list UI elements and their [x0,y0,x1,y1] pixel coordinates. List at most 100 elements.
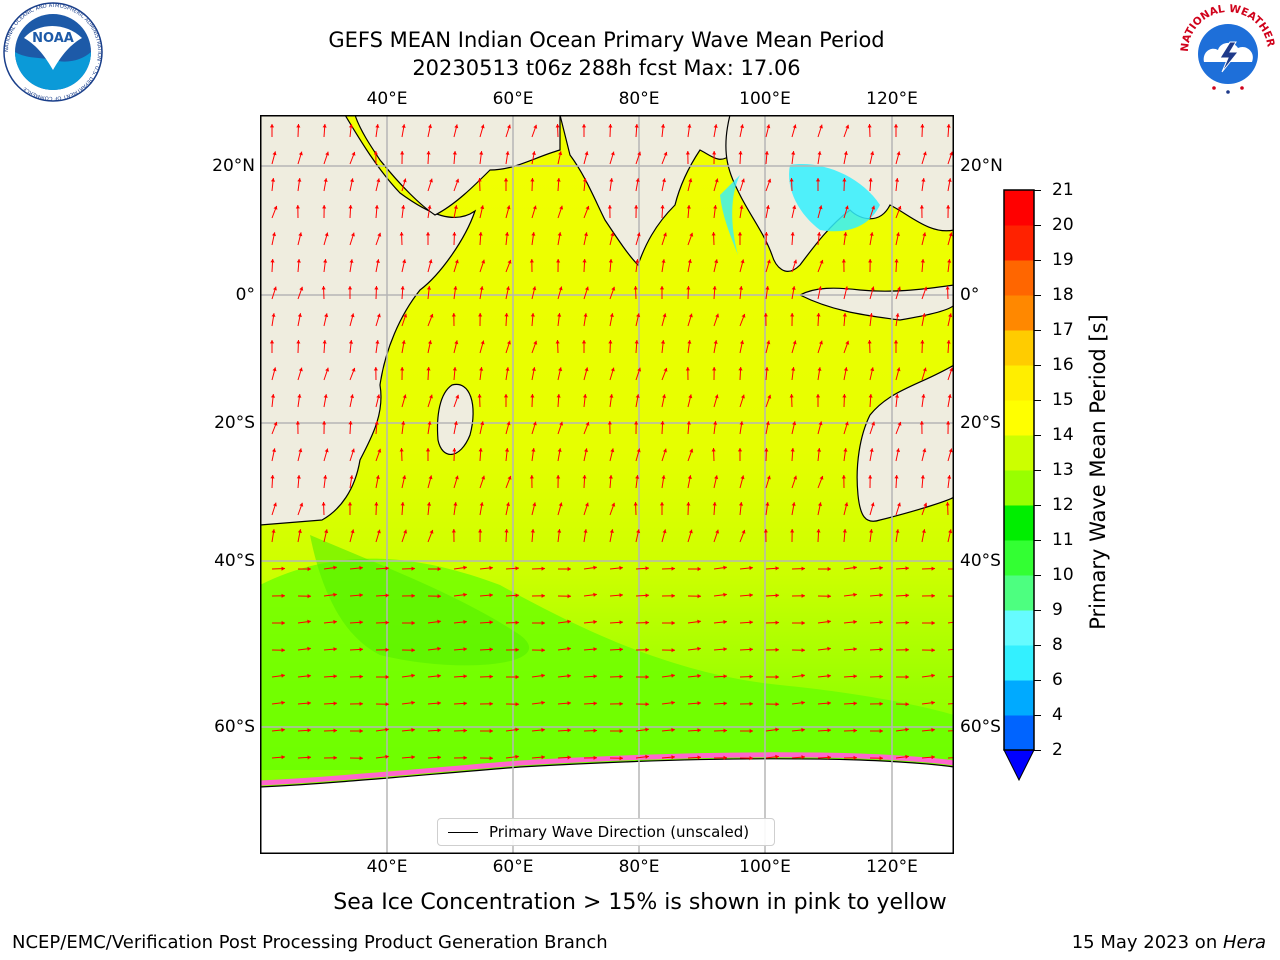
wave-arrowhead [634,124,639,128]
wave-arrowhead [325,367,330,372]
wave-arrowhead [376,178,381,183]
wave-arrowhead [868,259,873,263]
wave-arrowhead [749,565,753,571]
wave-arrowhead [688,178,693,183]
wave-arrowhead [295,421,300,425]
legend-label: Primary Wave Direction (unscaled) [489,823,750,841]
lat-tick-left: 20°N [212,156,255,176]
wave-arrowhead [507,340,511,345]
wave-arrowhead [845,124,850,129]
colorbar-segment [1004,435,1034,471]
wave-arrowhead [504,529,509,533]
map-svg [259,114,962,855]
wave-arrowhead [463,728,467,733]
colorbar-tick-label: 16 [1052,355,1074,375]
wave-arrowhead [515,566,519,571]
colorbar-tick-mark [1034,750,1041,751]
wave-arrowhead [827,673,831,679]
wave-arrowhead [530,529,535,533]
colorbar-tick-mark [1034,260,1041,261]
wave-arrowhead [636,448,641,453]
wave-arrowhead [619,593,623,598]
wave-arrowhead [349,475,354,479]
wave-arrowhead [481,475,486,480]
wave-arrowhead [843,448,848,452]
wave-arrowhead [686,421,691,425]
wave-arrowhead [765,205,770,209]
wave-arrowhead [763,313,768,317]
colorbar-tick-label: 15 [1052,390,1074,410]
wave-arrowhead [567,646,571,651]
wave-arrowhead [401,205,406,209]
wave-arrowhead [905,727,909,732]
wave-arrowhead [685,151,690,155]
wave-arrowhead [895,529,900,533]
wave-arrowhead [645,702,649,707]
wave-arrowhead [660,124,666,128]
wave-arrowhead [817,367,822,371]
wave-arrowhead [593,674,597,679]
wave-arrowhead [663,367,668,372]
wave-arrowhead [634,340,639,344]
wave-arrowhead [403,529,408,534]
wave-arrowhead [897,205,902,210]
colorbar-tick-label: 9 [1052,600,1063,620]
map-area [259,114,962,855]
wave-arrowhead [506,205,511,210]
wave-arrowhead [437,594,441,599]
wave-arrowhead [931,566,935,571]
wave-arrowhead [633,502,638,506]
wave-arrowhead [686,502,691,506]
colorbar-segment [1004,575,1034,611]
wave-arrowhead [503,394,509,398]
colorbar-segment [1004,295,1034,331]
wave-arrowhead [945,286,950,290]
wave-arrowhead [273,205,278,210]
wave-arrowhead [947,178,952,182]
wave-arrowhead [385,647,389,652]
wave-arrowhead [931,620,935,626]
colorbar-tick-mark [1034,610,1041,611]
wave-arrowhead [801,673,805,678]
wave-arrowhead [609,178,614,182]
wave-arrowhead [827,619,831,624]
wave-arrowhead [426,502,432,506]
wave-arrowhead [660,421,665,425]
wave-arrowhead [270,259,275,263]
colorbar-tick-mark [1034,540,1041,541]
wave-arrowhead [359,728,363,734]
title-line-2: 20230513 t06z 288h fcst Max: 17.06 [412,56,801,80]
wave-arrowhead [298,448,303,453]
bay-of-bengal-coastal [720,175,740,255]
wave-arrowhead [298,151,303,156]
wave-arrowhead [478,232,483,236]
wave-arrowhead [400,502,405,506]
wave-arrowhead [567,619,571,624]
wave-arrowhead [636,529,641,534]
wave-arrowhead [272,367,277,372]
wave-arrowhead [478,313,483,317]
wave-arrowhead [307,728,311,733]
wave-arrowhead [819,124,823,129]
wave-arrowhead [478,448,483,452]
wave-arrowhead [428,259,433,264]
wave-arrowhead [307,673,311,679]
wave-arrowhead [815,178,821,182]
wave-arrowhead [270,178,276,182]
wave-arrowhead [333,674,337,679]
wave-arrowhead [765,502,770,506]
wave-arrowhead [697,755,701,760]
wave-arrowhead [645,566,649,571]
wave-arrowhead [671,700,675,705]
wave-arrowhead [619,565,623,571]
wave-arrowhead [801,566,805,571]
wave-arrowhead [503,178,509,182]
colorbar-tick-label: 8 [1052,635,1063,655]
wave-arrowhead [842,529,847,533]
wave-arrowhead [896,232,900,237]
wave-arrowhead [815,394,821,398]
wave-arrowhead [515,754,519,759]
wave-arrowhead [428,124,432,129]
footer-host: Hera [1222,932,1266,953]
wave-arrowhead [790,529,795,533]
